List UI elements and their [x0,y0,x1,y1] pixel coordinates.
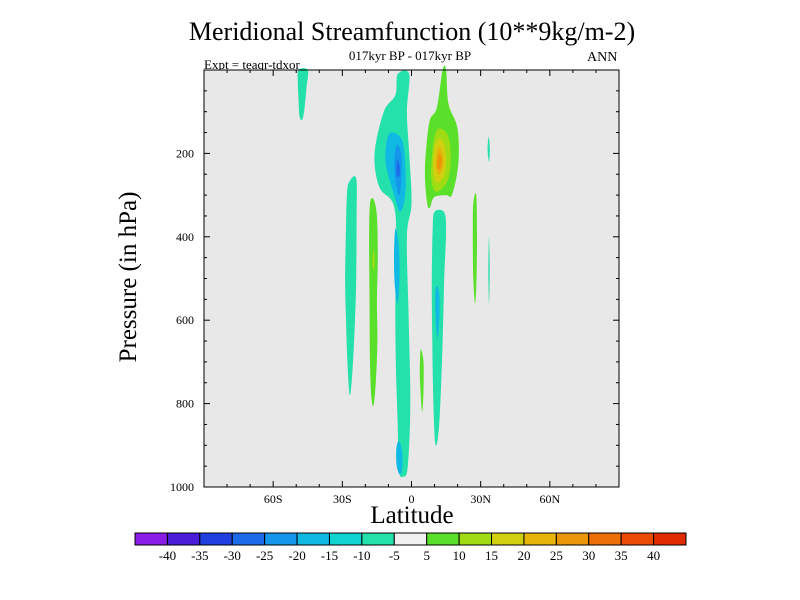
contour-region [419,349,424,412]
colorbar-swatch [653,532,687,546]
y-tick-label: 600 [176,313,194,327]
colorbar-swatch [491,532,525,546]
contour-region [436,153,442,171]
colorbar-label: 15 [485,548,498,563]
colorbar-label: 30 [582,548,595,563]
x-tick-label: 0 [409,492,415,506]
colorbar-label: -35 [191,548,208,563]
colorbar-label: -25 [256,548,273,563]
colorbar-swatch [134,532,168,546]
colorbar-swatch [588,532,622,546]
contour-region [372,249,375,271]
plot-area [204,70,619,487]
y-tick-label: 800 [176,397,194,411]
colorbar-label: -40 [159,548,176,563]
colorbar-swatch [264,532,298,546]
colorbar-swatch [231,532,266,546]
colorbar-swatch [361,532,395,546]
colorbar-label: 5 [423,548,430,563]
y-tick-label: 400 [176,230,194,244]
contour-region [396,159,400,178]
x-tick-label: 30S [333,492,352,506]
colorbar-swatch [296,532,330,546]
x-tick-label: 60S [264,492,283,506]
contour-region [345,176,357,396]
colorbar-swatch [166,532,201,546]
contour-layer [297,65,490,478]
colorbar-swatch [393,532,428,546]
colorbar-label: -10 [353,548,370,563]
colorbar-swatch [458,532,493,546]
contour-region [472,193,477,304]
y-tick-label: 1000 [170,480,194,494]
colorbar-swatch [426,532,460,546]
y-tick-label: 200 [176,146,194,160]
contour-region [488,236,490,304]
colorbar-swatch [620,532,655,546]
x-axis-label: Latitude [370,502,454,529]
contour-region [487,136,490,162]
colorbar-label: 40 [647,548,660,563]
experiment-label: Expt = teaqr-tdxor [204,57,300,72]
colorbar-label: -20 [288,548,305,563]
colorbar-label: -30 [224,548,241,563]
colorbar: -40 -35 -30 -25 -20 -15 -10 -5 5 10 15 20 25 30 35 40 [134,532,687,563]
colorbar-label: -15 [321,548,338,563]
colorbar-swatch [555,532,590,546]
contour-region [396,441,403,475]
contour-region [297,68,309,121]
chart-subtitle: 017kyr BP - 017kyr BP [348,48,472,63]
chart-title: Meridional Streamfunction (10**9kg/m-2) [188,17,636,46]
axes-layer: 60S 30S 0 30N 60N 200 400 600 800 1000 [170,69,620,506]
contour-region [369,198,378,407]
colorbar-swatch [523,532,557,546]
season-label: ANN [587,50,618,65]
colorbar-label: 25 [550,548,563,563]
colorbar-swatch [199,532,233,546]
contour-region [431,209,447,446]
x-tick-label: 60N [539,492,560,506]
colorbar-label: 10 [453,548,466,563]
colorbar-swatch [328,532,363,546]
x-tick-label: 30N [470,492,491,506]
contour-region [393,228,400,304]
colorbar-label: 20 [517,548,530,563]
colorbar-label: -5 [389,548,400,563]
colorbar-label: 35 [615,548,628,563]
contour-region [435,286,440,338]
